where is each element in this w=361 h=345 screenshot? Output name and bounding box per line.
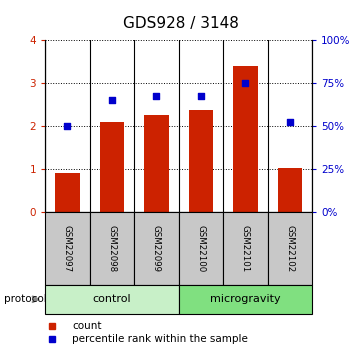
Bar xyxy=(45,212,90,285)
Point xyxy=(287,120,293,125)
Text: microgravity: microgravity xyxy=(210,294,281,304)
Bar xyxy=(268,212,312,285)
Text: GSM22100: GSM22100 xyxy=(196,225,205,272)
Text: control: control xyxy=(93,294,131,304)
Text: GSM22099: GSM22099 xyxy=(152,225,161,272)
Bar xyxy=(55,173,80,212)
Text: GSM22102: GSM22102 xyxy=(286,225,295,272)
Point xyxy=(198,93,204,99)
Bar xyxy=(100,122,124,212)
Point xyxy=(109,97,115,103)
Bar xyxy=(90,212,134,285)
Bar xyxy=(233,66,258,212)
Text: GDS928 / 3148: GDS928 / 3148 xyxy=(123,16,238,30)
Text: GSM22101: GSM22101 xyxy=(241,225,250,272)
Text: GSM22097: GSM22097 xyxy=(63,225,72,272)
Bar xyxy=(278,168,302,212)
Point xyxy=(65,123,70,129)
Bar xyxy=(189,110,213,212)
Point xyxy=(243,80,248,86)
Text: percentile rank within the sample: percentile rank within the sample xyxy=(72,334,248,344)
Bar xyxy=(223,212,268,285)
Bar xyxy=(134,212,179,285)
Bar xyxy=(179,285,312,314)
Text: GSM22098: GSM22098 xyxy=(108,225,116,272)
Bar xyxy=(45,285,179,314)
Text: protocol: protocol xyxy=(4,294,46,304)
Bar xyxy=(144,115,169,212)
Bar xyxy=(179,212,223,285)
Point xyxy=(153,93,159,99)
Text: count: count xyxy=(72,321,102,331)
